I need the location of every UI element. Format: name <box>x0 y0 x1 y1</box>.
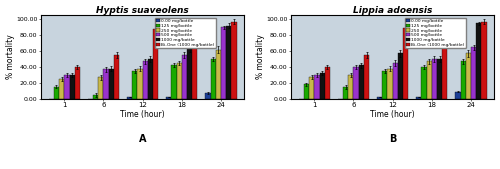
Bar <box>104 69 108 99</box>
Bar <box>132 71 138 99</box>
Bar <box>108 69 114 99</box>
Bar <box>377 97 382 99</box>
Bar <box>142 62 148 99</box>
Bar <box>59 79 64 99</box>
X-axis label: Time (hour): Time (hour) <box>370 110 415 119</box>
Text: A: A <box>139 134 146 144</box>
Bar <box>416 97 422 99</box>
Bar <box>364 55 369 99</box>
Bar <box>398 53 403 99</box>
Bar <box>442 35 448 99</box>
Bar <box>172 65 176 99</box>
Bar <box>354 67 358 99</box>
Bar <box>456 92 460 99</box>
Legend: 0.00 mg/bottle, 125 mg/bottle, 250 mg/bottle, 500 mg/bottle, 1000 mg/bottle, Bi-: 0.00 mg/bottle, 125 mg/bottle, 250 mg/bo… <box>155 18 216 48</box>
Bar <box>309 77 314 99</box>
Bar <box>206 93 210 99</box>
Bar <box>187 49 192 99</box>
Bar <box>226 26 232 99</box>
Bar <box>426 62 432 99</box>
Bar <box>437 59 442 99</box>
Bar <box>153 29 158 99</box>
X-axis label: Time (hour): Time (hour) <box>120 110 165 119</box>
Bar <box>348 75 354 99</box>
Bar <box>358 65 364 99</box>
Bar <box>127 97 132 99</box>
Bar <box>216 50 221 99</box>
Bar <box>324 67 330 99</box>
Bar <box>460 62 466 99</box>
Bar <box>343 87 348 99</box>
Bar <box>382 71 388 99</box>
Bar <box>176 63 182 99</box>
Bar <box>148 59 153 99</box>
Bar <box>320 73 324 99</box>
Legend: 0.00 mg/bottle, 125 mg/bottle, 250 mg/bottle, 500 mg/bottle, 1000 mg/bottle, Bi-: 0.00 mg/bottle, 125 mg/bottle, 250 mg/bo… <box>405 18 466 48</box>
Bar <box>388 69 392 99</box>
Bar <box>93 95 98 99</box>
Bar <box>182 55 187 99</box>
Bar <box>476 23 482 99</box>
Bar <box>314 75 320 99</box>
Bar <box>403 28 408 99</box>
Bar <box>221 27 226 99</box>
Bar <box>232 22 236 99</box>
Title: Lippia adoensis: Lippia adoensis <box>353 6 432 15</box>
Bar <box>138 69 142 99</box>
Bar <box>392 63 398 99</box>
Bar <box>70 75 74 99</box>
Bar <box>210 59 216 99</box>
Y-axis label: % mortality: % mortality <box>6 35 15 79</box>
Bar <box>114 55 119 99</box>
Bar <box>192 34 198 99</box>
Bar <box>304 84 309 99</box>
Bar <box>64 75 70 99</box>
Bar <box>74 67 80 99</box>
Bar <box>422 67 426 99</box>
Title: Hyptis suaveolens: Hyptis suaveolens <box>96 6 189 15</box>
Bar <box>98 77 103 99</box>
Bar <box>54 87 59 99</box>
Bar <box>466 53 471 99</box>
Bar <box>482 22 486 99</box>
Text: B: B <box>389 134 396 144</box>
Bar <box>166 97 172 99</box>
Bar <box>432 59 437 99</box>
Y-axis label: % mortality: % mortality <box>256 35 264 79</box>
Bar <box>471 47 476 99</box>
